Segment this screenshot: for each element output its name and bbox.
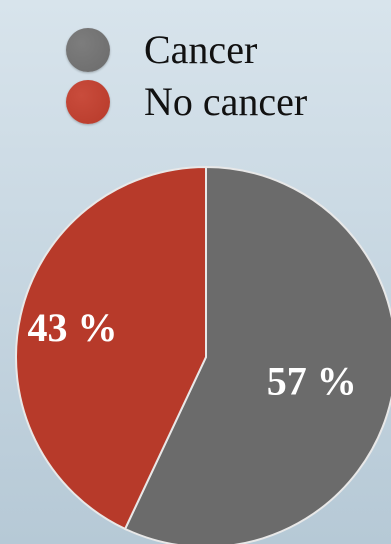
legend-label-cancer: Cancer [144,27,258,72]
slice-label-no-cancer: 43 % [27,305,117,350]
legend-swatch-cancer [66,28,110,72]
pie-slice-no-cancer [15,165,207,531]
legend-item-cancer: Cancer [66,24,307,76]
legend-label-no-cancer: No cancer [144,79,308,124]
legend-item-no-cancer: No cancer [66,76,307,128]
slice-label-cancer: 57 % [267,359,357,404]
pie-slices [15,165,391,544]
pie-slice-cancer [123,165,391,544]
pie-labels: 57 % 43 % [27,305,356,403]
legend: Cancer No cancer [66,24,307,128]
legend-swatch-no-cancer [66,80,110,124]
